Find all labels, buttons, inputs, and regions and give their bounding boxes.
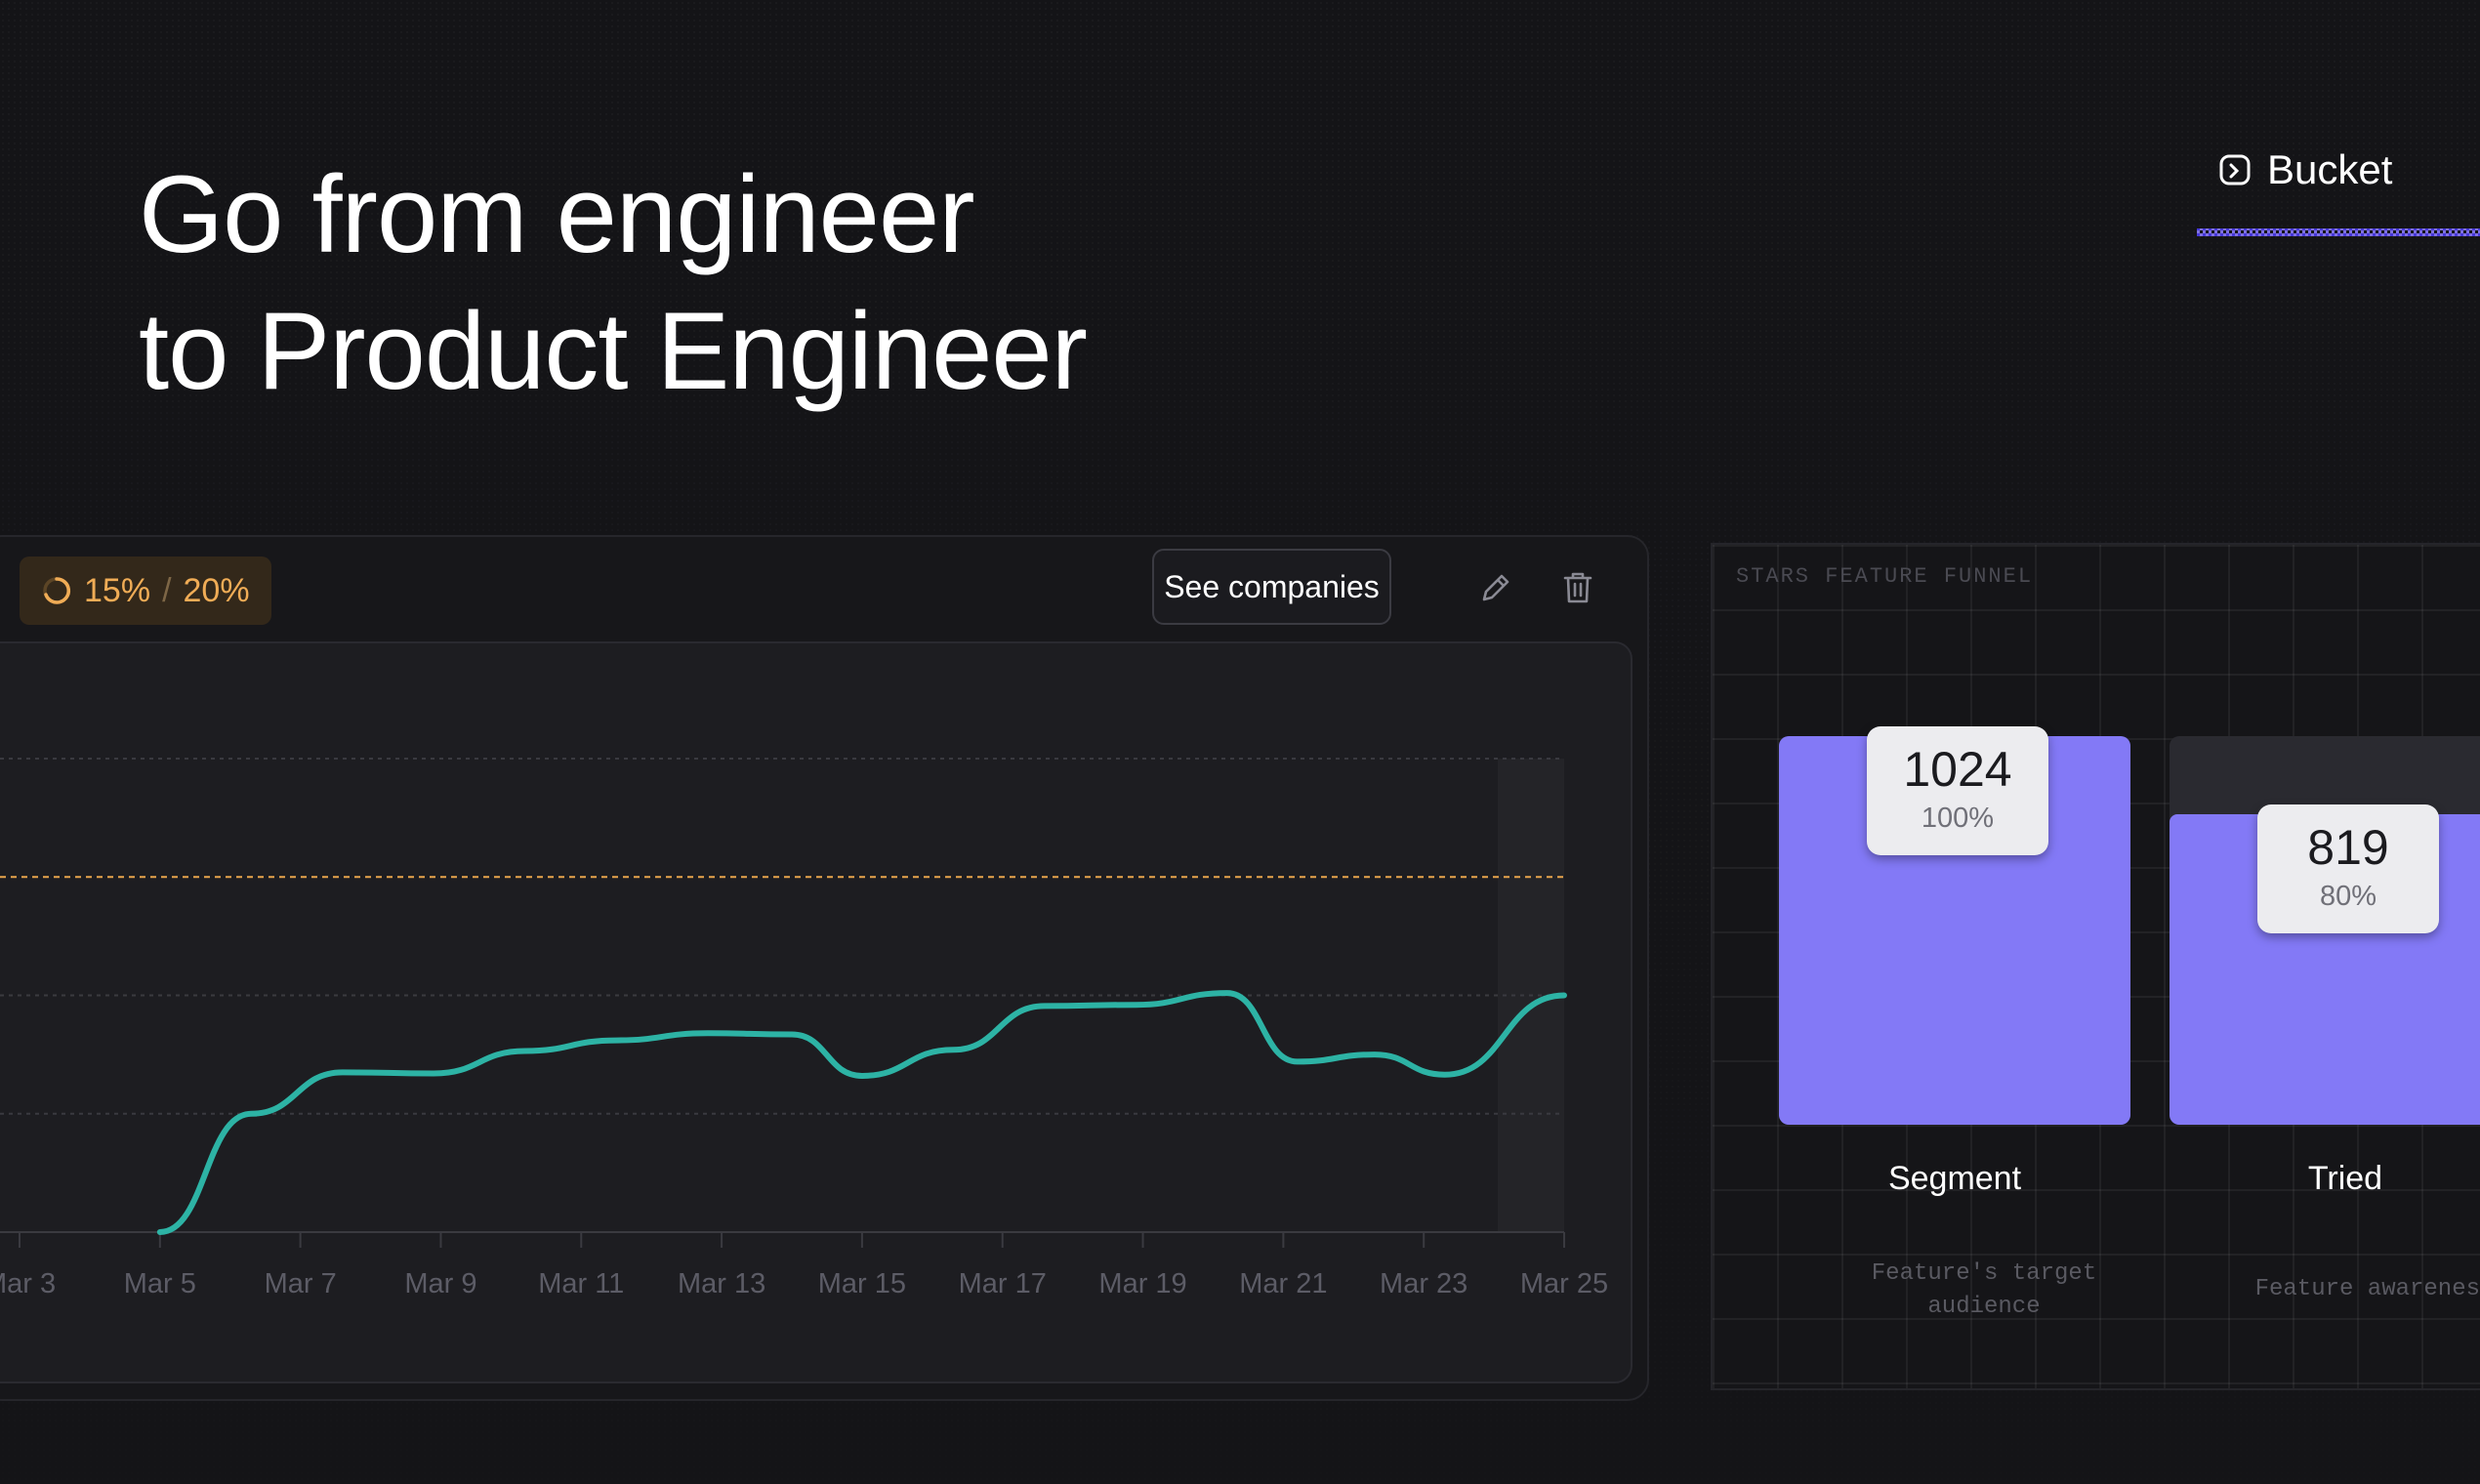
- x-tick-label: Mar 5: [124, 1268, 196, 1299]
- funnel-count: 1024: [1903, 742, 2012, 797]
- x-tick-label: Mar 21: [1239, 1268, 1327, 1299]
- bucket-logo-icon: [2219, 154, 2251, 186]
- x-tick-label: Mar 25: [1520, 1268, 1608, 1299]
- trash-icon[interactable]: [1558, 568, 1597, 607]
- funnel-step-description: Feature's target audience: [1871, 1260, 2097, 1320]
- x-tick-label: Mar 7: [265, 1268, 337, 1299]
- funnel-percent: 100%: [1921, 803, 1995, 834]
- hero-headline: Go from engineer to Product Engineer: [139, 146, 1088, 420]
- funnel-count-bubble: 819 80%: [2257, 804, 2439, 933]
- x-axis-ticks: [19, 1232, 1565, 1248]
- x-tick-label: Mar 17: [959, 1268, 1047, 1299]
- funnel-step-description: Feature awareness: [2254, 1276, 2480, 1302]
- series-line: [156, 990, 1567, 1235]
- see-companies-button[interactable]: See companies: [1152, 549, 1391, 625]
- x-tick-label: Mar 23: [1380, 1268, 1467, 1299]
- funnel-count: 819: [2307, 819, 2389, 875]
- funnel-count-bubble: 1024 100%: [1867, 726, 2048, 855]
- goal-progress-badge: 15% / 20%: [20, 556, 271, 625]
- x-tick-label: Mar 3: [0, 1268, 56, 1299]
- x-tick-label: Mar 15: [818, 1268, 906, 1299]
- brand-name: Bucket: [2267, 146, 2393, 192]
- funnel-panel: STARS FEATURE FUNNEL 1024 100% Segment Feat…: [1711, 543, 2480, 1390]
- pencil-icon[interactable]: [1476, 568, 1515, 607]
- goal-separator: /: [162, 571, 172, 609]
- goal-target: 20%: [183, 571, 250, 609]
- funnel-step-name: Tried: [2307, 1160, 2383, 1197]
- x-tick-label: Mar 13: [678, 1268, 765, 1299]
- goal-current: 15%: [84, 571, 151, 609]
- funnel-title: STARS FEATURE FUNNEL: [1736, 564, 2034, 589]
- funnel-percent: 80%: [2319, 880, 2377, 912]
- x-tick-label: Mar 9: [404, 1268, 476, 1299]
- hero-line-2: to Product Engineer: [139, 290, 1088, 412]
- brand-underline: [2197, 228, 2480, 236]
- chart-container: [0, 641, 1633, 1383]
- hero-line-1: Go from engineer: [139, 153, 975, 275]
- x-tick-label: Mar 11: [538, 1268, 624, 1299]
- chart-gridlines: [0, 758, 1564, 1115]
- x-axis-labels: Mar 3 Mar 5 Mar 7 Mar 9 Mar 11 Mar 13 Mar 15 Ma…: [0, 1268, 1608, 1299]
- usage-line-chart: Mar 3 Mar 5 Mar 7 Mar 9 Mar 11 Mar 13 Mar 15 Ma…: [0, 758, 1608, 1299]
- brand-logo[interactable]: Bucket: [2218, 146, 2392, 193]
- progress-spinner-icon: [43, 577, 71, 604]
- x-tick-label: Mar 19: [1098, 1268, 1186, 1299]
- funnel-step-name: Segment: [1887, 1160, 2022, 1197]
